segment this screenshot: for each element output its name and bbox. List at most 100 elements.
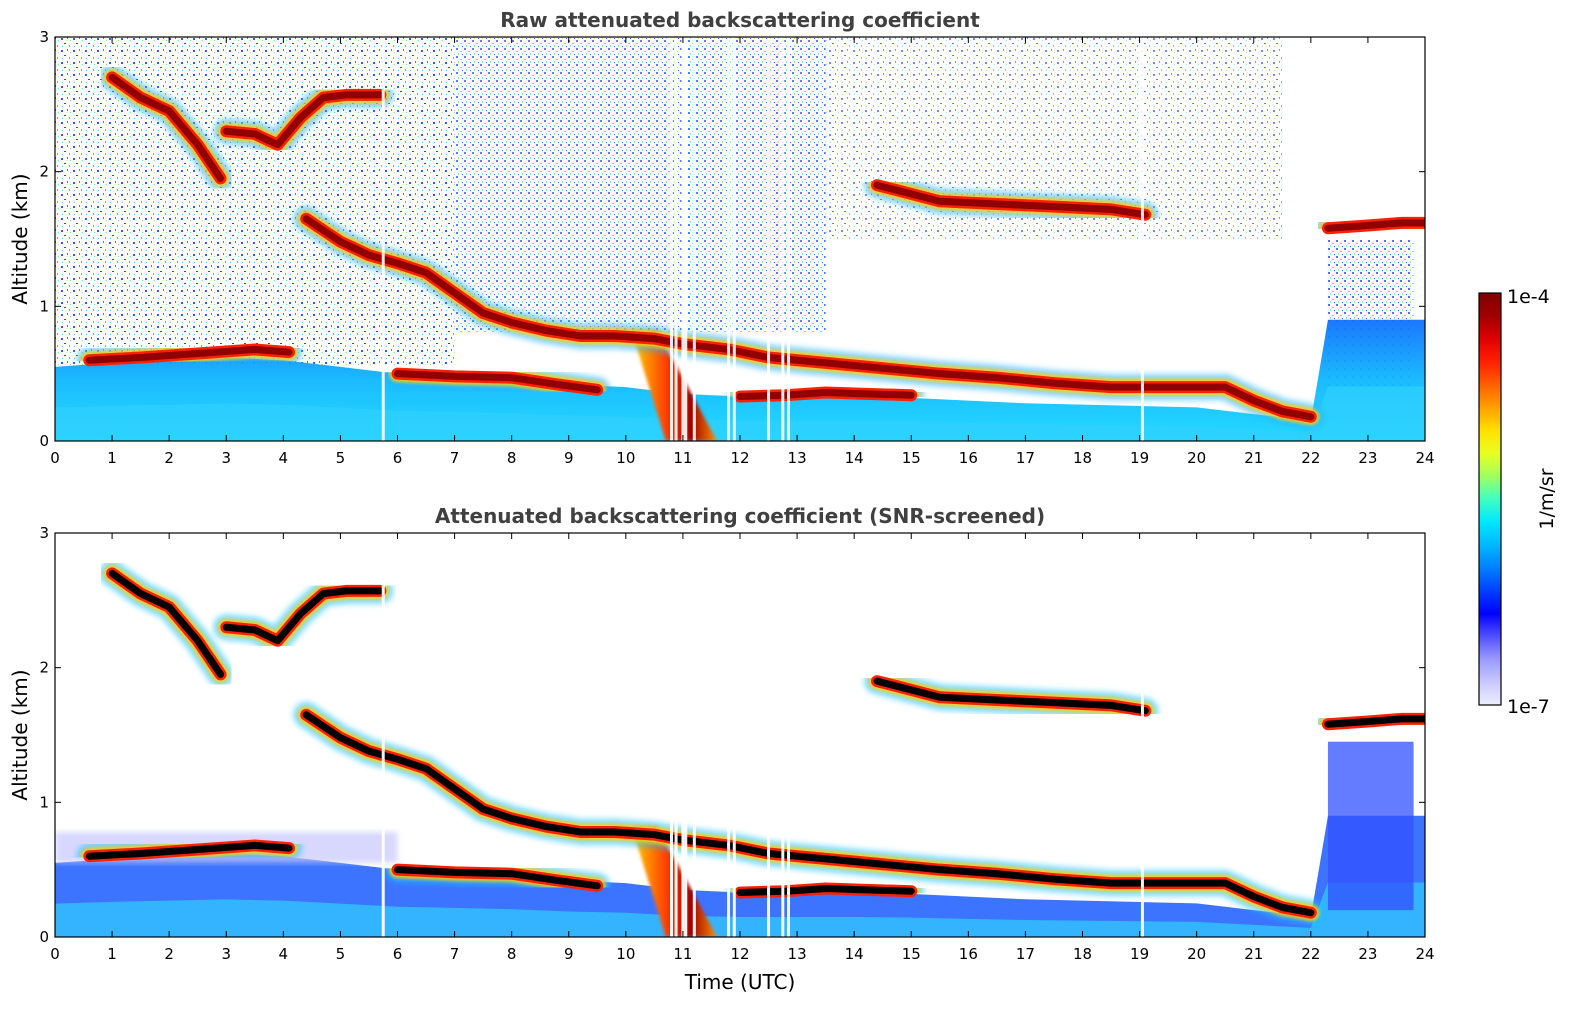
data-gap [767, 533, 771, 937]
y-tick-label: 1 [39, 297, 49, 315]
data-gap [692, 37, 696, 441]
colorbar: 1e-4 1e-7 1/m/sr [1478, 286, 1558, 718]
x-tick-label: 1 [107, 945, 117, 963]
x-tick-label: 2 [164, 945, 174, 963]
layer-core [302, 711, 1315, 917]
x-tick-label: 3 [221, 449, 231, 467]
data-gap [727, 533, 731, 937]
x-tick-label: 8 [507, 449, 517, 467]
layer-core [85, 841, 293, 860]
data-gap [787, 37, 791, 441]
x-tick-label: 7 [450, 945, 460, 963]
x-tick-label: 14 [845, 449, 864, 467]
x-tick-label: 8 [507, 945, 517, 963]
data-gap [681, 533, 685, 937]
x-tick-label: 9 [564, 945, 574, 963]
layer-core [873, 677, 1149, 715]
x-tick-label: 21 [1244, 449, 1263, 467]
x-axis-label: Time (UTC) [684, 970, 796, 994]
data-gap [732, 37, 736, 441]
x-tick-label: 1 [107, 449, 117, 467]
plot-area [55, 37, 1425, 441]
x-tick-label: 20 [1187, 945, 1206, 963]
y-tick-label: 1 [39, 793, 49, 811]
x-tick-label: 15 [902, 945, 921, 963]
layer-core [736, 389, 915, 401]
y-tick-label: 3 [39, 28, 49, 46]
data-gap [684, 37, 688, 441]
chart-title: Raw attenuated backscattering coefficien… [500, 8, 980, 32]
layer-core [1324, 219, 1425, 232]
layer-core [222, 91, 384, 149]
x-tick-label: 16 [959, 449, 978, 467]
layer-core [85, 345, 293, 364]
colorbar-max-label: 1e-4 [1507, 286, 1550, 308]
x-tick-label: 18 [1073, 945, 1092, 963]
x-tick-label: 22 [1301, 945, 1320, 963]
data-gap [1140, 533, 1144, 937]
layer-core [394, 370, 601, 394]
y-tick-label: 2 [39, 163, 49, 181]
x-tick-label: 9 [564, 449, 574, 467]
x-tick-label: 22 [1301, 449, 1320, 467]
x-tick-label: 12 [730, 449, 749, 467]
x-tick-label: 15 [902, 449, 921, 467]
x-tick-label: 4 [279, 945, 289, 963]
data-gap [381, 37, 385, 441]
x-tick-label: 6 [393, 449, 403, 467]
x-tick-label: 13 [788, 945, 807, 963]
x-tick-label: 5 [336, 945, 346, 963]
data-gap [681, 37, 685, 441]
x-tick-label: 4 [279, 449, 289, 467]
x-tick-label: 17 [1016, 945, 1035, 963]
data-gap [670, 533, 673, 937]
x-tick-label: 18 [1073, 449, 1092, 467]
colorbar-bar [1478, 292, 1502, 706]
x-tick-label: 23 [1358, 945, 1377, 963]
x-tick-label: 21 [1244, 945, 1263, 963]
plot-area [55, 533, 1425, 937]
layer-core [736, 885, 915, 897]
colorbar-unit-label: 1/m/sr [1536, 468, 1558, 529]
layer-core [108, 569, 225, 678]
data-gap [674, 37, 678, 441]
x-tick-label: 13 [788, 449, 807, 467]
x-tick-label: 10 [616, 945, 635, 963]
x-tick-label: 11 [673, 945, 692, 963]
y-axis-label: Altitude (km) [8, 173, 32, 304]
y-tick-label: 0 [39, 928, 49, 946]
x-tick-label: 11 [673, 449, 692, 467]
x-tick-label: 3 [221, 945, 231, 963]
x-tick-label: 2 [164, 449, 174, 467]
cloud-base-region [1327, 741, 1414, 911]
data-gap [767, 37, 771, 441]
screened-panel: 0 1 2 3 4 5 6 7 8 9 10 11 12 13 14 15 16 17 18 19 20 21 22 23 24… [8, 504, 1435, 994]
layer-core [1324, 715, 1425, 728]
data-gap [684, 533, 688, 937]
y-tick-label: 0 [39, 432, 49, 450]
noise-field [454, 37, 826, 334]
raw-panel: 0 1 2 3 4 5 6 7 8 9 10 11 12 13 14 15 16 17 18 19 20 21 22 23 24… [8, 8, 1435, 467]
layer-core [108, 73, 225, 182]
x-tick-label: 23 [1358, 449, 1377, 467]
x-tick-label: 24 [1415, 449, 1434, 467]
x-tick-label: 10 [616, 449, 635, 467]
x-tick-label: 20 [1187, 449, 1206, 467]
layer-core [222, 587, 384, 645]
x-tick-label: 12 [730, 945, 749, 963]
data-gap [670, 37, 673, 441]
x-tick-label: 5 [336, 449, 346, 467]
x-tick-label: 24 [1415, 945, 1434, 963]
data-gap [781, 533, 785, 937]
y-tick-label: 3 [39, 524, 49, 542]
x-tick-label: 0 [50, 449, 60, 467]
x-tick-label: 16 [959, 945, 978, 963]
data-gap [381, 533, 385, 937]
data-gap [781, 37, 785, 441]
layer-core [302, 215, 1315, 421]
data-gap [727, 37, 731, 441]
x-tick-label: 14 [845, 945, 864, 963]
colorbar-min-label: 1e-7 [1507, 696, 1550, 718]
data-gap [692, 533, 696, 937]
